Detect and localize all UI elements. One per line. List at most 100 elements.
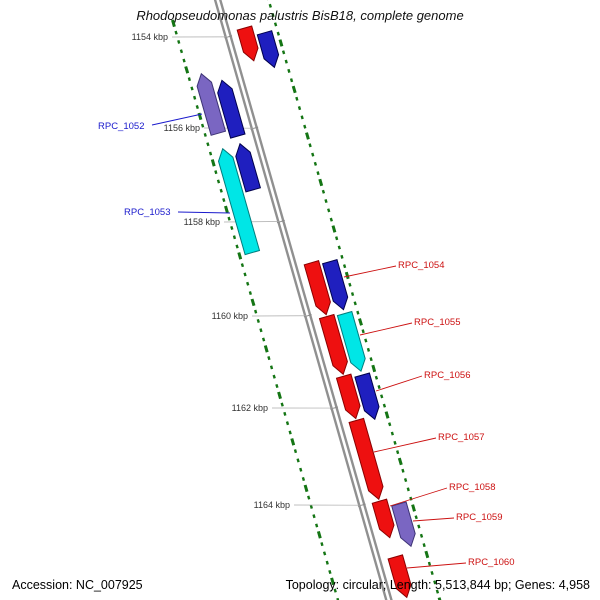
- minor-tick: [337, 245, 341, 250]
- minor-tick: [342, 264, 347, 269]
- major-tick: [316, 530, 322, 539]
- gene-label[interactable]: RPC_1053: [124, 207, 170, 218]
- gene-rpc-1052[interactable]: [196, 72, 227, 136]
- minor-tick: [320, 542, 324, 547]
- gene-rpc-1057[interactable]: [348, 417, 384, 501]
- minor-tick: [214, 170, 218, 175]
- minor-tick: [382, 403, 387, 408]
- position-tick: [276, 219, 285, 224]
- gene-rpc-1058[interactable]: [371, 498, 395, 539]
- minor-tick: [299, 467, 303, 472]
- minor-tick: [388, 422, 392, 427]
- gene-rpc-1060[interactable]: [387, 554, 412, 599]
- gene-rpc-1054[interactable]: [321, 258, 349, 311]
- minor-tick: [259, 328, 263, 333]
- gene-red-c[interactable]: [335, 373, 361, 420]
- major-tick: [278, 39, 284, 47]
- major-tick: [184, 66, 190, 74]
- gene-label[interactable]: RPC_1052: [98, 121, 144, 132]
- minor-tick: [193, 95, 197, 100]
- gene-label[interactable]: RPC_1060: [468, 557, 514, 568]
- minor-tick: [295, 96, 299, 101]
- gene-label[interactable]: RPC_1059: [456, 512, 502, 523]
- gene-top-red[interactable]: [236, 25, 259, 62]
- minor-tick: [315, 523, 319, 528]
- minor-tick: [297, 106, 302, 111]
- minor-tick: [275, 383, 279, 389]
- gene-rpc-1053-inner[interactable]: [235, 142, 262, 193]
- major-tick: [210, 159, 216, 167]
- gene-label-leader: [343, 265, 397, 278]
- gene-rpc-1059[interactable]: [391, 501, 416, 548]
- minor-tick: [243, 272, 247, 277]
- gene-label[interactable]: RPC_1058: [449, 482, 495, 493]
- position-label: 1164 kbp: [254, 500, 290, 510]
- minor-tick: [179, 49, 184, 54]
- major-tick: [397, 457, 403, 466]
- minor-tick: [406, 487, 410, 492]
- minor-tick: [281, 50, 286, 55]
- gene-top-blue[interactable]: [256, 30, 280, 69]
- minor-tick: [283, 411, 287, 416]
- minor-tick: [227, 216, 231, 221]
- minor-tick: [203, 132, 207, 137]
- gene-red-a[interactable]: [303, 259, 331, 316]
- gene-label-leader: [412, 517, 455, 522]
- position-label: 1156 kbp: [164, 123, 200, 133]
- minor-tick: [419, 533, 424, 538]
- gene-rpc-1056[interactable]: [354, 372, 380, 421]
- gene-label[interactable]: RPC_1056: [424, 370, 470, 381]
- minor-tick: [390, 431, 394, 436]
- gene-label-leader: [373, 437, 437, 453]
- minor-tick: [435, 589, 440, 594]
- gene-red-b[interactable]: [318, 313, 348, 376]
- gene-rpc-1055[interactable]: [336, 310, 366, 373]
- major-tick: [330, 577, 335, 586]
- major-tick: [171, 19, 176, 28]
- major-tick: [197, 112, 203, 121]
- major-tick: [424, 550, 430, 559]
- minor-tick: [348, 282, 352, 287]
- major-tick: [318, 178, 324, 187]
- minor-tick: [309, 504, 313, 509]
- minor-tick: [313, 161, 318, 166]
- minor-tick: [206, 142, 210, 147]
- gene-rpc-1053[interactable]: [217, 147, 261, 256]
- minor-tick: [174, 30, 178, 35]
- gene-rpc-1052-inner[interactable]: [217, 79, 246, 139]
- minor-tick: [301, 476, 306, 482]
- minor-tick: [276, 31, 280, 36]
- major-tick: [277, 391, 282, 400]
- gene-label-leader: [177, 211, 231, 214]
- minor-tick: [272, 374, 276, 379]
- minor-tick: [246, 281, 250, 286]
- minor-tick: [285, 421, 290, 426]
- minor-tick: [311, 152, 315, 157]
- minor-tick: [321, 189, 326, 194]
- minor-tick: [377, 385, 381, 390]
- gene-label[interactable]: RPC_1055: [414, 317, 460, 328]
- gene-label[interactable]: RPC_1057: [438, 432, 484, 443]
- minor-tick: [333, 588, 337, 593]
- minor-tick: [430, 570, 434, 576]
- position-leader-line: [223, 221, 281, 223]
- major-tick: [303, 484, 309, 493]
- major-tick: [224, 205, 229, 214]
- minor-tick: [289, 78, 294, 83]
- gene-label[interactable]: RPC_1054: [398, 260, 444, 271]
- minor-tick: [380, 394, 384, 399]
- minor-tick: [222, 198, 226, 203]
- minor-tick: [307, 495, 311, 500]
- minor-tick: [316, 171, 320, 176]
- minor-tick: [280, 402, 284, 407]
- major-tick: [290, 438, 296, 446]
- minor-tick: [403, 478, 408, 483]
- minor-tick: [327, 208, 331, 213]
- major-tick: [291, 85, 297, 94]
- minor-tick: [353, 301, 357, 306]
- minor-tick: [369, 357, 373, 362]
- minor-tick: [273, 22, 278, 27]
- minor-tick: [208, 151, 213, 156]
- minor-tick: [219, 188, 223, 193]
